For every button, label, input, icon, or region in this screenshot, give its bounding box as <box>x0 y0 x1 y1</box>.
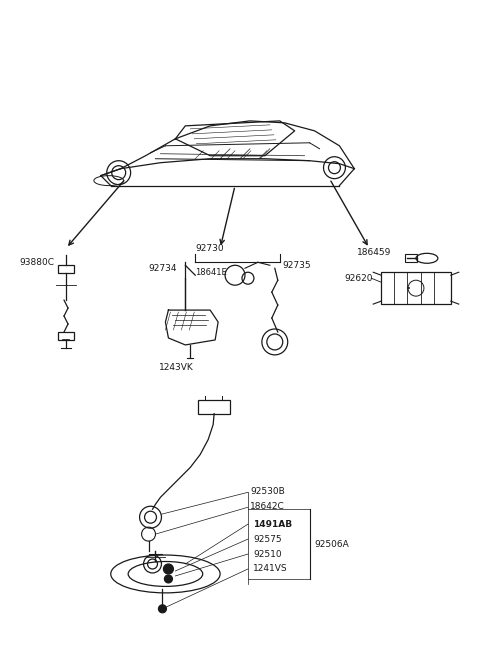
Text: 1243VK: 1243VK <box>158 363 193 373</box>
Text: 92530B: 92530B <box>250 487 285 496</box>
Text: 92734: 92734 <box>148 263 177 273</box>
Text: 1491AB: 1491AB <box>253 520 292 529</box>
Text: 93880C: 93880C <box>19 258 54 267</box>
Circle shape <box>164 564 173 574</box>
Circle shape <box>165 575 172 583</box>
Text: 1241VS: 1241VS <box>253 564 288 574</box>
Text: 18642C: 18642C <box>250 502 285 510</box>
Text: 92575: 92575 <box>253 535 282 543</box>
Text: 92735: 92735 <box>283 261 312 270</box>
Bar <box>198 399 230 414</box>
Circle shape <box>158 605 167 613</box>
Bar <box>381 272 451 304</box>
Text: 92510: 92510 <box>253 549 282 558</box>
Text: 186459: 186459 <box>357 248 392 257</box>
Bar <box>405 254 417 262</box>
Text: 92506A: 92506A <box>314 539 349 549</box>
Text: 92730: 92730 <box>195 244 224 253</box>
Bar <box>58 265 74 273</box>
Text: 18641E: 18641E <box>195 268 227 277</box>
Text: 92620: 92620 <box>344 274 373 283</box>
Bar <box>58 332 74 340</box>
